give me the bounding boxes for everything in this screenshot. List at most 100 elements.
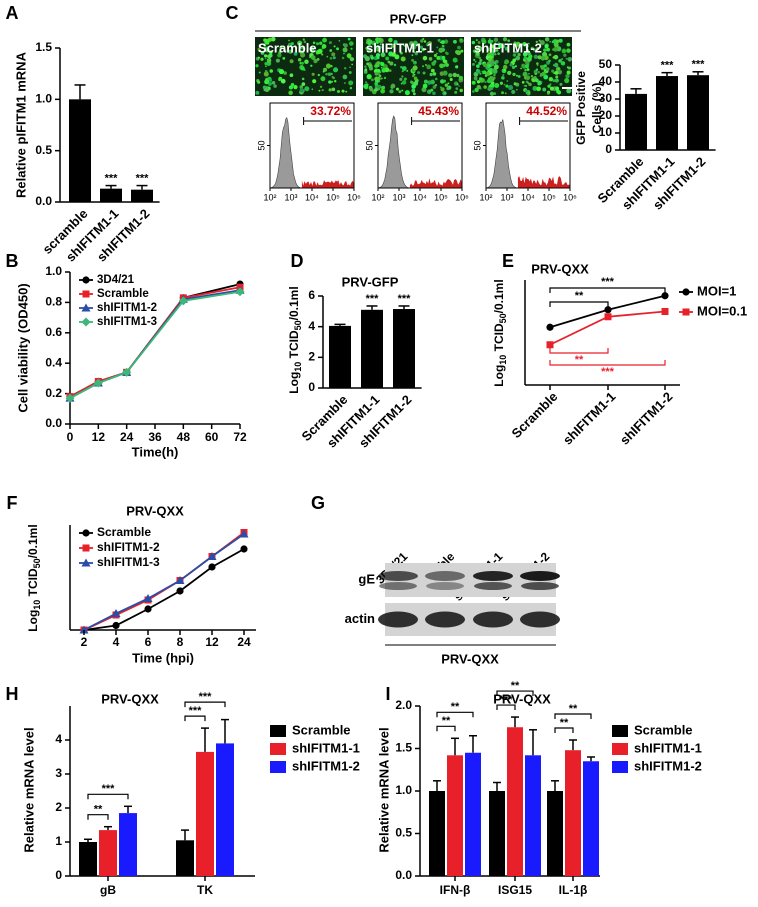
y-tick-label: 50 bbox=[364, 140, 374, 150]
x-tick-label: shIFITM1-2 bbox=[617, 389, 676, 448]
cell bbox=[300, 52, 306, 58]
cell bbox=[400, 56, 406, 62]
x-tick-label: 36 bbox=[148, 430, 162, 444]
marker bbox=[178, 296, 188, 306]
marker bbox=[112, 621, 120, 630]
cell bbox=[502, 44, 506, 48]
panel-letter: F bbox=[7, 493, 18, 513]
cell bbox=[348, 80, 354, 86]
cell bbox=[524, 64, 529, 69]
cell bbox=[504, 46, 509, 51]
cell bbox=[420, 39, 424, 43]
significance: *** bbox=[601, 276, 615, 288]
cell bbox=[472, 49, 477, 53]
cell bbox=[381, 68, 386, 73]
cell bbox=[498, 43, 504, 49]
cell bbox=[257, 80, 261, 84]
cell bbox=[303, 40, 307, 44]
cell bbox=[517, 53, 521, 57]
cell bbox=[329, 49, 333, 52]
cell bbox=[310, 55, 316, 61]
cell bbox=[403, 77, 407, 81]
x-axis-label: Time (hpi) bbox=[132, 650, 194, 665]
cell bbox=[377, 80, 381, 83]
cell bbox=[395, 87, 399, 91]
histogram-negative bbox=[485, 119, 520, 189]
panel-letter: A bbox=[6, 3, 19, 23]
cell bbox=[365, 42, 368, 44]
y-tick-label: 2 bbox=[308, 350, 315, 364]
cell bbox=[269, 69, 273, 73]
cell bbox=[564, 77, 570, 84]
cell bbox=[378, 88, 381, 91]
cell bbox=[293, 52, 298, 56]
cell bbox=[456, 83, 459, 86]
bar bbox=[687, 75, 709, 150]
significance: *** bbox=[199, 691, 213, 703]
cell bbox=[489, 79, 494, 83]
cell bbox=[478, 56, 482, 60]
cell bbox=[440, 86, 442, 89]
cell bbox=[504, 59, 510, 65]
cell bbox=[364, 81, 368, 84]
band bbox=[425, 611, 465, 628]
cell bbox=[255, 64, 259, 68]
cell bbox=[423, 40, 427, 43]
cell bbox=[497, 52, 500, 55]
cell bbox=[351, 63, 354, 66]
cell bbox=[565, 73, 570, 79]
cell bbox=[428, 89, 431, 92]
bracket bbox=[549, 301, 609, 307]
bar bbox=[429, 791, 445, 876]
cell bbox=[455, 65, 459, 69]
bar bbox=[447, 755, 463, 876]
cell bbox=[301, 61, 304, 65]
bar bbox=[176, 840, 194, 876]
cell bbox=[341, 89, 345, 93]
cell bbox=[527, 42, 530, 45]
cell bbox=[379, 45, 382, 49]
cell bbox=[547, 84, 551, 88]
cell bbox=[320, 76, 326, 82]
x-tick-label: 2 bbox=[81, 635, 88, 649]
cell bbox=[350, 47, 353, 50]
cell bbox=[370, 78, 374, 82]
bar bbox=[393, 309, 415, 388]
panel-letter: H bbox=[6, 684, 19, 704]
cell bbox=[432, 72, 437, 76]
cell bbox=[447, 82, 450, 85]
legend-label: shIFITM1-1 bbox=[292, 740, 360, 755]
cell bbox=[401, 80, 407, 85]
cell bbox=[376, 61, 381, 66]
band bbox=[426, 582, 464, 590]
cell bbox=[332, 56, 336, 60]
cell bbox=[536, 47, 540, 51]
cell bbox=[374, 63, 379, 68]
cell bbox=[448, 73, 453, 78]
y-axis-label: Relative mRNA level bbox=[21, 727, 36, 852]
cell bbox=[501, 91, 504, 95]
significance: *** bbox=[366, 293, 380, 305]
cell bbox=[328, 41, 332, 45]
y-axis-label-part: /0.1ml bbox=[26, 524, 40, 558]
cell bbox=[507, 85, 514, 91]
y-axis-label-part: 10 bbox=[32, 600, 42, 610]
cell bbox=[548, 77, 554, 82]
cell bbox=[563, 53, 567, 57]
cell bbox=[432, 91, 436, 96]
significance: *** bbox=[500, 694, 514, 706]
cell bbox=[301, 82, 306, 86]
cell bbox=[527, 91, 531, 95]
bracket bbox=[496, 690, 534, 697]
cell bbox=[435, 77, 438, 81]
cell bbox=[269, 50, 273, 55]
significance: ** bbox=[442, 715, 451, 727]
cell bbox=[535, 68, 539, 71]
cell bbox=[371, 40, 377, 46]
panel-letter: B bbox=[6, 251, 19, 271]
cell bbox=[491, 60, 495, 64]
cell bbox=[333, 67, 339, 73]
cell bbox=[536, 62, 539, 65]
x-axis-label: Time(h) bbox=[132, 444, 179, 459]
cell bbox=[555, 86, 560, 91]
